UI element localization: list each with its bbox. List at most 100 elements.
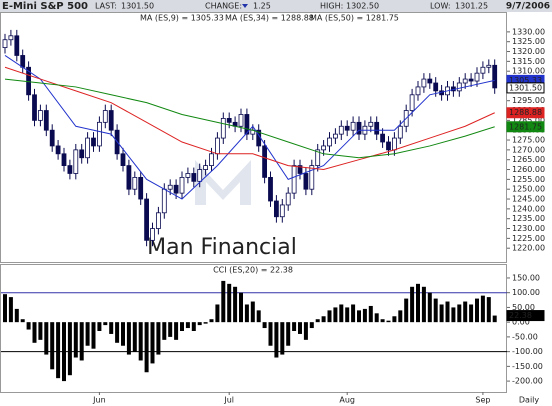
- candle-body: [167, 184, 173, 190]
- candle-body: [108, 110, 114, 131]
- bar: [374, 313, 379, 323]
- header-label: LOW:: [430, 2, 451, 11]
- candle-body: [332, 133, 338, 139]
- candle-body: [191, 173, 197, 182]
- candle-body: [138, 176, 144, 200]
- candle-body: [238, 114, 244, 127]
- bar: [280, 322, 285, 355]
- bar: [85, 322, 90, 346]
- header-value: 1301.25: [455, 2, 488, 11]
- bar: [191, 322, 196, 331]
- candle-body: [433, 82, 439, 92]
- y-tick-label: -200.00: [512, 377, 543, 386]
- candle-body: [43, 110, 49, 131]
- bar: [256, 310, 261, 323]
- candle-body: [161, 188, 167, 214]
- bar: [362, 308, 367, 323]
- bar: [380, 319, 385, 323]
- candle-body: [85, 137, 90, 159]
- value-tag-label: 22.38: [509, 311, 532, 320]
- bar: [427, 292, 432, 323]
- candle-body: [91, 137, 96, 147]
- bar: [73, 322, 78, 358]
- bar: [368, 305, 373, 323]
- bar: [309, 322, 314, 329]
- bar: [492, 315, 497, 323]
- candle-body: [368, 121, 374, 127]
- bar: [103, 322, 108, 326]
- candle-body: [102, 110, 108, 123]
- bar: [292, 322, 297, 331]
- candle-body: [262, 145, 268, 178]
- candle-body: [209, 153, 214, 167]
- y-tick-label: 1310.00: [512, 67, 545, 76]
- y-tick-label: 1220.00: [512, 244, 545, 253]
- bar: [44, 322, 49, 355]
- candle-body: [49, 129, 55, 147]
- candle-body: [2, 39, 8, 49]
- bar: [315, 319, 320, 323]
- bar: [162, 322, 167, 340]
- candle-body: [456, 82, 462, 92]
- legend-entry: MA (ES,34) = 1288.88: [225, 14, 314, 23]
- value-tag: [506, 121, 545, 133]
- bar: [91, 322, 96, 349]
- candle-body: [427, 78, 433, 84]
- bar: [239, 292, 243, 323]
- candle-body: [285, 192, 291, 206]
- candle-body: [150, 228, 155, 241]
- bar: [475, 298, 479, 323]
- header-label: CHANGE:: [205, 2, 242, 11]
- candle-body: [327, 137, 332, 147]
- candle-body: [468, 78, 474, 82]
- candle-body: [409, 94, 415, 111]
- moving-average: [4, 66, 495, 171]
- candle-body: [8, 35, 14, 41]
- bar: [14, 308, 19, 323]
- y-tick-label: 1275.00: [512, 136, 545, 145]
- bar: [138, 322, 143, 361]
- bar: [26, 322, 31, 330]
- bar: [357, 310, 361, 323]
- candle-body: [397, 125, 403, 139]
- header-label: LAST:: [95, 2, 117, 11]
- candle-body: [20, 55, 26, 68]
- candle-body: [67, 165, 73, 174]
- bar: [439, 304, 444, 323]
- header-value: 1302.50: [346, 2, 379, 11]
- candle-body: [185, 173, 191, 178]
- candle-body: [303, 173, 309, 190]
- down-arrow: [242, 4, 248, 8]
- value-tag: [506, 310, 545, 322]
- bar: [8, 297, 13, 323]
- y-tick-label: 1265.00: [512, 155, 545, 164]
- bar: [180, 322, 184, 331]
- header-value: 1.25: [253, 2, 271, 11]
- bar: [32, 322, 37, 343]
- y-tick-label: 0.00: [512, 318, 530, 327]
- candle-body: [338, 125, 344, 135]
- bar: [392, 316, 397, 323]
- bar: [109, 322, 114, 334]
- y-tick-label: 1295.00: [512, 96, 545, 105]
- candle-body: [374, 121, 380, 135]
- header-value: 1301.50: [121, 2, 154, 11]
- cci-title: CCI (ES,20) = 22.38: [213, 266, 293, 275]
- candle-body: [220, 118, 226, 139]
- x-tick-label: Sep: [475, 396, 490, 405]
- candle-body: [291, 165, 297, 194]
- candle-body: [309, 165, 315, 190]
- bar: [121, 322, 125, 346]
- bar: [185, 322, 190, 329]
- y-tick-label: 1230.00: [512, 224, 545, 233]
- bar: [215, 304, 220, 323]
- y-tick-label: 1250.00: [512, 185, 545, 194]
- bar: [97, 322, 102, 331]
- bar: [333, 307, 338, 323]
- candle-body: [321, 145, 327, 151]
- bar: [156, 322, 161, 355]
- legend-entry: MA (ES,50) = 1281.75: [310, 14, 399, 23]
- y-tick-label: 150.00: [512, 273, 540, 282]
